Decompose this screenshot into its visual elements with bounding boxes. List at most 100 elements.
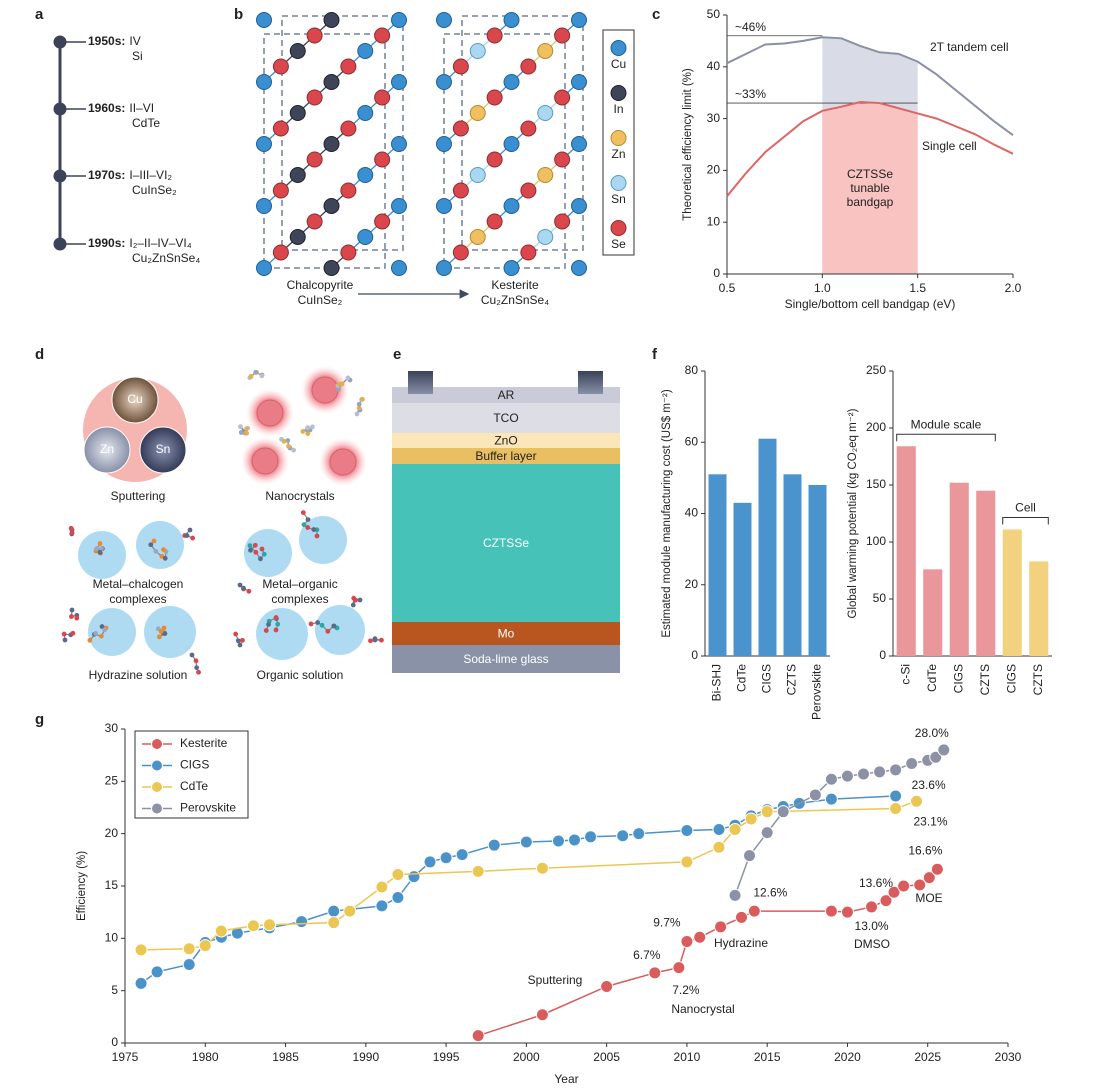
method-annotation: Hydrazine <box>714 936 768 950</box>
point <box>616 829 630 843</box>
molecule <box>61 630 76 643</box>
point <box>909 794 923 808</box>
atom <box>520 120 537 137</box>
bar <box>783 474 802 656</box>
molecule <box>354 396 365 417</box>
value-label: 28.0% <box>915 726 949 740</box>
legend-marker <box>151 781 163 793</box>
molecule-atom <box>354 411 360 417</box>
point <box>519 835 533 849</box>
timeline-material: CdTe <box>132 116 160 130</box>
molecule-atom <box>161 547 166 553</box>
point <box>930 862 944 876</box>
device-layer <box>392 622 620 645</box>
group-label: Cell <box>1015 501 1036 515</box>
atom <box>571 136 587 152</box>
value-label: 13.0% <box>855 919 889 933</box>
molecule-atom <box>273 615 279 620</box>
semiconductor-class: I₂–II–IV–VI₄ <box>129 236 191 250</box>
atom <box>452 58 469 75</box>
atom <box>272 182 289 199</box>
atom <box>537 167 554 183</box>
atom <box>357 105 374 121</box>
molecule <box>238 424 251 436</box>
timeline-dot <box>53 169 67 183</box>
era: 1970s: <box>88 168 125 182</box>
layer-label: Soda-lime glass <box>463 652 548 666</box>
y-tick-label: 150 <box>866 477 886 491</box>
point <box>407 870 421 884</box>
point <box>391 891 405 905</box>
panel-label: f <box>652 346 658 363</box>
atom <box>391 12 407 28</box>
molecule <box>69 607 80 621</box>
atom <box>452 182 469 199</box>
method-annotation: Nanocrystal <box>671 1002 734 1016</box>
layer-label: CZTSSe <box>483 536 529 550</box>
molecule <box>308 620 340 634</box>
point <box>568 833 582 847</box>
device-layer <box>392 464 620 622</box>
atom <box>436 198 452 214</box>
molecule-atom <box>190 535 196 541</box>
molecule-atom <box>305 517 311 523</box>
series-line <box>726 101 1014 197</box>
atom <box>452 244 469 261</box>
structure-formula: CuInSe₂ <box>298 293 343 307</box>
method-label: Nanocrystals <box>265 489 334 503</box>
molecule-atom <box>301 522 307 528</box>
point <box>680 855 694 869</box>
atom <box>256 74 272 90</box>
molecule-atom <box>319 622 325 628</box>
point <box>808 788 822 802</box>
molecule <box>279 436 297 453</box>
point <box>600 979 614 993</box>
molecule-atom <box>314 533 320 539</box>
x-axis-label: Single/bottom cell bandgap (eV) <box>785 297 956 311</box>
legend-marker <box>151 738 163 750</box>
legend-label: Sn <box>611 192 626 206</box>
point <box>913 878 927 892</box>
molecule-atom <box>258 556 263 562</box>
layer-label: ZnO <box>494 434 517 448</box>
structure-name: Kesterite <box>491 278 539 292</box>
legend-atom <box>610 130 627 146</box>
y-tick-label: 200 <box>866 420 886 434</box>
x-tick-label: CdTe <box>735 664 749 692</box>
molecule-atom <box>248 374 254 379</box>
atom <box>537 105 554 121</box>
timeline-dot <box>53 237 67 251</box>
method-label: Organic solution <box>257 668 344 682</box>
x-tick-label: CIGS <box>1004 664 1018 693</box>
method-annotation: DMSO <box>854 937 890 951</box>
molecule-atom <box>305 525 311 530</box>
x-tick-label: CIGS <box>760 664 774 693</box>
method-annotation: Sputtering <box>528 973 583 987</box>
molecule-atom <box>62 637 68 643</box>
bar <box>976 490 996 656</box>
molecule-atom <box>360 396 365 402</box>
bar <box>708 474 727 656</box>
atom <box>469 229 486 245</box>
molecule-atom <box>259 373 265 379</box>
x-tick-label: 1995 <box>433 1050 460 1064</box>
x-tick-label: c-Si <box>898 664 912 685</box>
device-layer <box>392 645 620 673</box>
point <box>897 879 911 893</box>
semiconductor-class: IV <box>129 34 140 48</box>
atom <box>503 74 520 90</box>
bar <box>1002 529 1022 656</box>
atom <box>554 213 571 230</box>
molecule-atom <box>286 443 291 449</box>
atom <box>256 198 272 214</box>
point <box>455 848 469 862</box>
atom <box>391 136 407 152</box>
group-bracket <box>1002 516 1049 525</box>
y-tick-label: 40 <box>707 59 721 73</box>
molecule-atom <box>248 547 253 553</box>
legend-label: Zn <box>611 147 625 161</box>
point <box>295 915 309 929</box>
semiconductor-class: I–III–VI₂ <box>129 168 172 182</box>
point <box>182 958 196 971</box>
